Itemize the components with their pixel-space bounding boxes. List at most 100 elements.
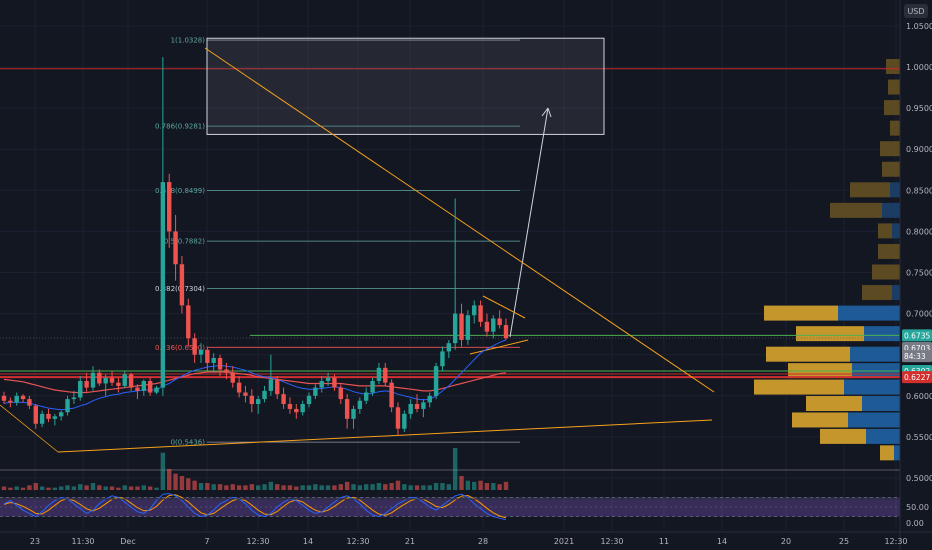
candle-body — [465, 315, 471, 340]
stochastic-oscillator — [0, 493, 932, 521]
volume-bar — [160, 452, 166, 490]
volume-bar — [192, 480, 197, 490]
price-tick-label: 1.0500 — [906, 22, 932, 31]
candle-body — [319, 381, 324, 388]
vp-row-down — [880, 445, 894, 461]
candle-body — [160, 182, 166, 388]
volume-bar — [20, 487, 26, 490]
volume-bar — [503, 481, 509, 490]
price-tag-label: 0.6735 — [904, 331, 930, 340]
candle-body — [116, 382, 121, 386]
osc-tick-label: 0.00 — [906, 519, 924, 528]
candle-body — [33, 405, 38, 424]
candle-body — [154, 387, 159, 393]
candle-body — [1, 395, 7, 401]
candle-body — [249, 395, 255, 405]
volume-bar — [236, 485, 242, 490]
volume-bar — [452, 448, 458, 490]
volume-bar — [446, 484, 452, 490]
volume-bar — [427, 485, 432, 490]
candle-body — [395, 407, 401, 429]
candle-body — [427, 395, 432, 403]
vp-row-up — [848, 412, 900, 428]
vp-row-up — [882, 202, 900, 218]
volume-bar — [97, 485, 102, 490]
vp-row-down — [878, 223, 892, 239]
candle-body — [376, 367, 382, 382]
vp-row-down — [882, 161, 900, 177]
volume-bar — [78, 484, 83, 490]
vp-row-down — [886, 59, 900, 74]
candle-body — [300, 404, 305, 413]
candlesticks — [1, 57, 509, 436]
volume-bar — [249, 484, 255, 490]
volume-bar — [338, 484, 343, 490]
candle-body — [421, 402, 426, 409]
vp-row-up — [838, 305, 900, 321]
price-tag-label: 84:33 — [904, 352, 926, 361]
price-tag-badge — [902, 350, 932, 363]
price-tick-label: 0.7000 — [906, 310, 932, 319]
currency-text: USD — [907, 7, 924, 16]
volume-bar — [395, 480, 401, 490]
candle-body — [503, 325, 509, 339]
price-axis[interactable]: 1.0500 1.0000 0.9500 0.9000 0.8500 0.8000 0.75… — [899, 0, 932, 550]
volume-bar — [141, 485, 146, 490]
volume-bar — [325, 485, 331, 490]
vp-row-down — [796, 326, 864, 342]
volume-bar — [8, 487, 13, 490]
candle-body — [90, 372, 96, 388]
vp-row-up — [866, 428, 900, 444]
fib-level-label: 0.786(0.9281) — [155, 123, 205, 131]
volume-bar — [52, 487, 58, 490]
candle-body — [268, 379, 274, 391]
horizontal-levels — [0, 68, 900, 471]
candle-body — [186, 305, 191, 339]
ascending-support-line — [57, 419, 713, 453]
vp-row-down — [754, 379, 844, 395]
candle-body — [84, 381, 89, 388]
volume-bar — [109, 486, 115, 490]
candle-body — [262, 390, 267, 400]
candle-body — [313, 387, 318, 396]
volume-bar — [211, 484, 216, 490]
volume-bar — [389, 483, 394, 490]
volume-bar — [357, 485, 363, 490]
volume-bar — [383, 484, 388, 490]
volume-bar — [173, 473, 178, 490]
volume-bar — [300, 485, 305, 490]
vp-row-up — [864, 326, 900, 342]
fib-level-label: 0(0.5436) — [171, 439, 206, 447]
candle-body — [389, 382, 394, 408]
time-tick-label: 25 — [839, 537, 849, 546]
candle-body — [97, 372, 102, 384]
volume-bar — [1, 486, 7, 490]
volume-bar — [459, 476, 464, 490]
time-tick-label: 28 — [478, 537, 488, 546]
volume-bar — [313, 484, 318, 490]
volume-bar — [71, 486, 77, 490]
candle-body — [147, 381, 153, 393]
volume-bar — [84, 485, 89, 490]
candle-body — [459, 313, 464, 340]
candle-body — [281, 394, 286, 405]
projection-arrow — [509, 107, 549, 338]
candle-body — [14, 395, 19, 403]
triangle-upper-line — [482, 295, 526, 319]
candle-body — [39, 413, 45, 424]
candle-body — [440, 351, 445, 367]
vp-row-down — [806, 396, 862, 412]
candle-body — [192, 338, 197, 355]
candle-body — [122, 374, 127, 386]
time-axis[interactable]: 23 11:30 Dec 7 12:30 14 12:30 21 28 2021 12:30 11 14… — [0, 531, 932, 546]
ma-slow-line — [3, 371, 507, 394]
volume-bar — [65, 485, 70, 490]
time-tick-label: 11:30 — [71, 537, 94, 546]
candle-body — [20, 395, 26, 400]
candle-body — [255, 399, 261, 405]
candle-body — [472, 305, 477, 316]
fib-level-label: 0.236(0.6590) — [155, 344, 205, 352]
vp-row-down — [890, 120, 900, 136]
